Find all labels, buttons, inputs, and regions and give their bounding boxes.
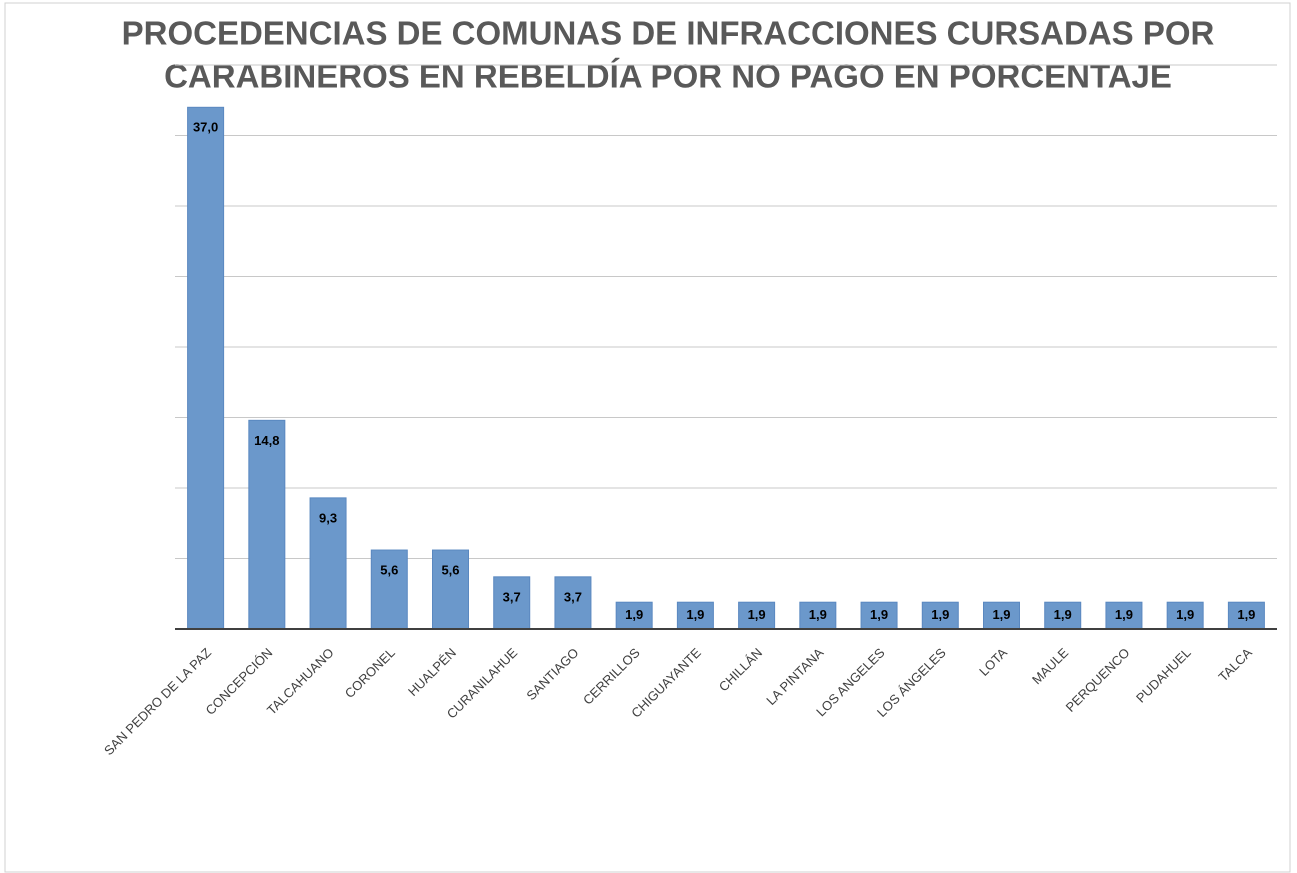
data-label: 1,9	[931, 607, 949, 622]
bar	[187, 106, 225, 630]
data-label: 1,9	[748, 607, 766, 622]
data-label: 1,9	[1115, 607, 1133, 622]
bar	[799, 601, 837, 630]
data-label: 1,9	[686, 607, 704, 622]
bar	[1166, 601, 1204, 630]
bar	[1227, 601, 1265, 630]
data-label: 1,9	[625, 607, 643, 622]
bar	[370, 549, 408, 630]
bar	[921, 601, 959, 630]
bar	[493, 576, 531, 630]
bar	[432, 549, 469, 630]
bar	[676, 601, 714, 630]
chart-title: PROCEDENCIAS DE COMUNAS DE INFRACCIONES …	[122, 15, 1215, 52]
data-label: 14,8	[254, 433, 279, 448]
data-label: 1,9	[809, 607, 827, 622]
data-label: 1,9	[992, 607, 1010, 622]
bar	[738, 601, 776, 630]
bar	[554, 576, 592, 630]
data-label: 5,6	[441, 562, 459, 577]
data-label: 3,7	[564, 589, 582, 604]
data-label: 9,3	[319, 510, 337, 525]
data-label: 1,9	[870, 607, 888, 622]
bar	[1044, 601, 1082, 630]
bar	[1105, 601, 1143, 630]
data-label: 3,7	[503, 589, 521, 604]
bar	[983, 601, 1020, 630]
bar	[248, 419, 286, 630]
data-label: 1,9	[1176, 607, 1194, 622]
data-label: 1,9	[1054, 607, 1072, 622]
bar	[860, 601, 898, 630]
data-label: 1,9	[1237, 607, 1255, 622]
data-label: 5,6	[380, 562, 398, 577]
bar	[309, 497, 347, 630]
chart-title: CARABINEROS EN REBELDÍA POR NO PAGO EN P…	[164, 58, 1172, 95]
data-label: 37,0	[193, 120, 218, 135]
